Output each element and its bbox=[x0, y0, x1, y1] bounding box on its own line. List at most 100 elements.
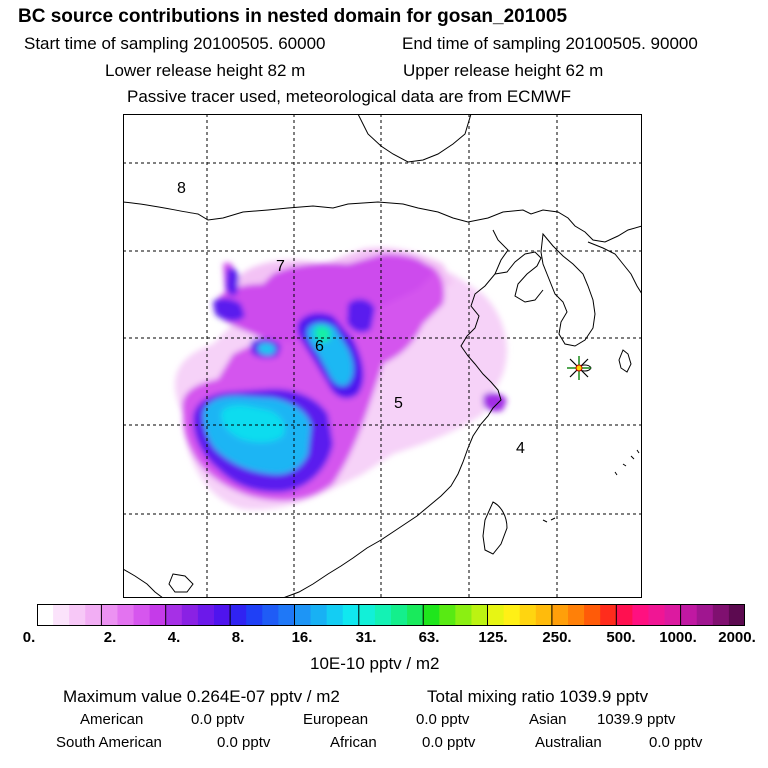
coast-bohai bbox=[494, 251, 544, 303]
map-frame bbox=[123, 114, 642, 598]
region-label-7: 7 bbox=[276, 258, 285, 275]
colorbar-tick-125: 125. bbox=[478, 629, 508, 646]
south-american-label: South American bbox=[56, 734, 162, 751]
colorbar-frame bbox=[37, 604, 745, 626]
colorbar-cell bbox=[133, 604, 151, 626]
colorbar-cell bbox=[648, 604, 666, 626]
colorbar-cell bbox=[246, 604, 263, 626]
colorbar-cell bbox=[632, 604, 650, 626]
colorbar-cell bbox=[310, 604, 328, 626]
colorbar-cell bbox=[680, 604, 698, 626]
african-value: 0.0 pptv bbox=[422, 734, 476, 751]
colorbar-unit: 10E-10 pptv / m2 bbox=[310, 654, 440, 673]
colorbar-cell bbox=[471, 604, 489, 626]
colorbar-cell bbox=[278, 604, 296, 626]
border-north bbox=[123, 201, 642, 243]
source-contribution-map: 8 7 6 5 4 bbox=[123, 114, 642, 598]
receptor-star-icon bbox=[567, 356, 591, 380]
plume-east-blob bbox=[483, 392, 507, 412]
colorbar-cell bbox=[165, 604, 183, 626]
colorbar-cell bbox=[197, 604, 215, 626]
plume-core-mid bbox=[258, 342, 276, 355]
colorbar-tick-2: 2. bbox=[103, 629, 117, 646]
australian-label: Australian bbox=[535, 734, 602, 751]
coast-vietnam bbox=[123, 568, 164, 598]
colorbar-cell bbox=[551, 604, 569, 626]
border-north-east bbox=[357, 114, 472, 163]
colorbar-cell bbox=[358, 604, 376, 626]
colorbar-cell bbox=[262, 604, 279, 626]
colorbar-cell bbox=[69, 604, 86, 626]
colorbar-cell bbox=[101, 604, 119, 626]
african-label: African bbox=[330, 734, 377, 751]
colorbar-cell bbox=[712, 604, 730, 626]
plume-layer bbox=[174, 247, 507, 510]
region-label-6: 6 bbox=[315, 338, 324, 355]
colorbar-cell bbox=[181, 604, 199, 626]
colorbar-cell bbox=[374, 604, 392, 626]
colorbar-cell bbox=[568, 604, 585, 626]
colorbar-cell bbox=[85, 604, 102, 626]
colorbar-cell bbox=[423, 604, 440, 626]
plot-title: BC source contributions in nested domain… bbox=[18, 6, 568, 27]
colorbar-tick-4: 4. bbox=[167, 629, 181, 646]
plume-blue-west bbox=[213, 298, 245, 322]
colorbar-tick-63: 63. bbox=[418, 629, 440, 646]
american-value: 0.0 pptv bbox=[191, 711, 245, 728]
region-label-5: 5 bbox=[394, 395, 403, 412]
plume-body-north bbox=[213, 254, 433, 342]
colorbar-tick-0: 0. bbox=[22, 629, 36, 646]
colorbar-cell bbox=[53, 604, 70, 626]
colorbar-cell bbox=[487, 604, 505, 626]
islands-ryukyu bbox=[542, 449, 640, 523]
colorbar-cell bbox=[230, 604, 247, 626]
tracer-note: Passive tracer used, meteorological data… bbox=[127, 87, 572, 106]
total-mixing-ratio: Total mixing ratio 1039.9 pptv bbox=[427, 687, 649, 706]
coast-korea-east bbox=[587, 241, 642, 295]
colorbar-cell bbox=[600, 604, 617, 626]
island-taiwan bbox=[482, 501, 508, 555]
colorbar-cell bbox=[535, 604, 553, 626]
colorbar-cell bbox=[214, 604, 231, 626]
colorbar-tick-250: 250. bbox=[542, 629, 572, 646]
colorbar-cell bbox=[503, 604, 521, 626]
colorbar-cell bbox=[294, 604, 312, 626]
colorbar-cell bbox=[439, 604, 456, 626]
colorbar-cell bbox=[728, 604, 745, 626]
colorbar-cell bbox=[584, 604, 601, 626]
colorbar-cell bbox=[342, 604, 360, 626]
colorbar-cell bbox=[696, 604, 714, 626]
region-label-4: 4 bbox=[516, 440, 525, 457]
colorbar-tick-500: 500. bbox=[606, 629, 636, 646]
colorbar-cell bbox=[117, 604, 135, 626]
colorbar-cell bbox=[149, 604, 167, 626]
colorbar-cell bbox=[407, 604, 424, 626]
end-time: End time of sampling 20100505. 90000 bbox=[402, 34, 698, 53]
island-kyushu bbox=[618, 349, 632, 373]
colorbar-cell bbox=[664, 604, 682, 626]
coast-korea bbox=[540, 232, 596, 347]
plume-blue-north bbox=[226, 267, 239, 296]
american-label: American bbox=[80, 711, 144, 728]
coastlines bbox=[123, 114, 642, 598]
lower-release-height: Lower release height 82 m bbox=[105, 61, 306, 80]
colorbar-tick-31: 31. bbox=[355, 629, 377, 646]
coast-hainan bbox=[168, 573, 194, 593]
colorbar-tick-1000: 1000. bbox=[659, 629, 697, 646]
plume-core-south-inner bbox=[221, 405, 285, 443]
colorbar-cell bbox=[519, 604, 537, 626]
european-label: European bbox=[303, 711, 369, 728]
colorbar-cell bbox=[391, 604, 408, 626]
asian-label: Asian bbox=[529, 711, 567, 728]
asian-value: 1039.9 pptv bbox=[597, 711, 676, 728]
colorbar-cell bbox=[455, 604, 473, 626]
colorbar-cell bbox=[37, 604, 54, 626]
colorbar-tick-16: 16. bbox=[291, 629, 313, 646]
australian-value: 0.0 pptv bbox=[649, 734, 703, 751]
colorbar-cell bbox=[326, 604, 344, 626]
south-american-value: 0.0 pptv bbox=[217, 734, 271, 751]
region-label-8: 8 bbox=[177, 180, 186, 197]
lat-lon-grid bbox=[123, 114, 642, 598]
max-value: Maximum value 0.264E-07 pptv / m2 bbox=[63, 687, 340, 706]
european-value: 0.0 pptv bbox=[416, 711, 470, 728]
